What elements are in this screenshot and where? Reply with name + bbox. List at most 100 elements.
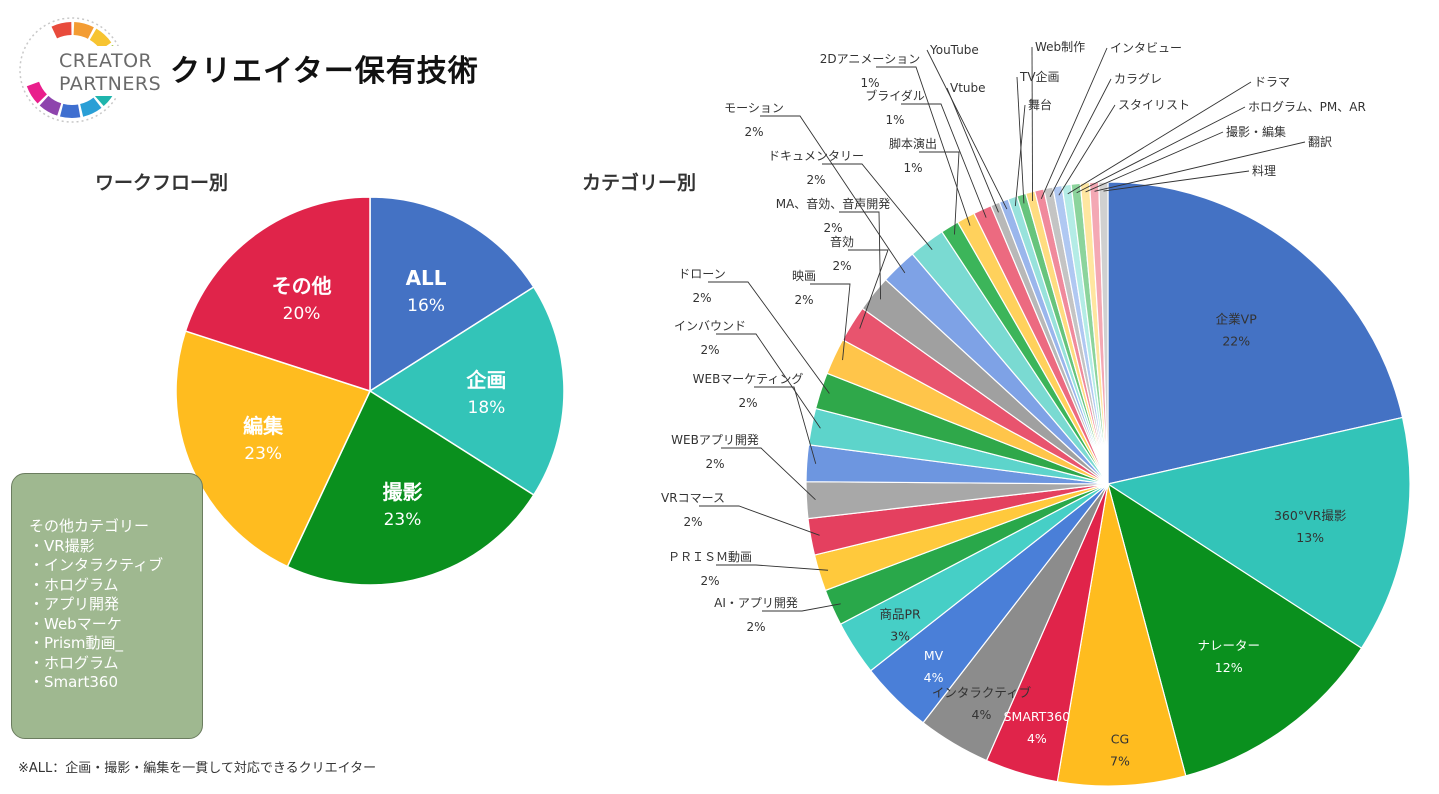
leader-line [708, 281, 830, 394]
pie-slice-percent: 2% [744, 125, 763, 139]
pie-slice-label: 舞台 [1028, 97, 1052, 112]
leader-line [754, 386, 817, 464]
pie-slice-label: インタラクティブ [932, 685, 1032, 700]
other-box-item: ・Webマーケ [29, 614, 122, 633]
pie-slice-percent: 2% [705, 457, 724, 471]
other-categories-box: その他カテゴリー ・VR撮影 ・インタラクティブ ・ホログラム ・アプリ開発 ・… [11, 473, 203, 739]
pie-slice-label: その他 [272, 274, 332, 298]
pie-slice-label: AI・アプリ開発 [714, 596, 798, 610]
logo-text-bg [52, 46, 162, 96]
pie-slice-percent: 2% [700, 343, 719, 357]
pie-slice-label: MV [924, 648, 944, 663]
pie-slice-percent: 18% [468, 398, 506, 418]
footnote: ※ALL：企画・撮影・編集を一貫して対応できるクリエイター [18, 761, 377, 776]
other-box-item: ・アプリ開発 [29, 595, 120, 613]
pie-slice-label: スタイリスト [1118, 98, 1190, 112]
leader-line [839, 211, 882, 300]
pie-slice-label: ホログラム、PM、AR [1248, 100, 1366, 114]
pie-slice-label: WEBアプリ開発 [671, 433, 759, 447]
pie-slice-label: 360°VR撮影 [1274, 508, 1347, 523]
pie-slice-label: インタビュー [1110, 41, 1182, 55]
pie-slice-percent: 2% [746, 620, 765, 634]
leader-line [1031, 46, 1033, 201]
leader-line [1103, 170, 1250, 192]
pie-slice-label: カラグレ [1114, 72, 1162, 86]
pie-slice-label: 編集 [243, 414, 284, 438]
pie-slice-label: Web制作 [1035, 40, 1085, 54]
pie-slice-label: ドキュメンタリー [768, 149, 864, 163]
pie-slice-percent: 3% [890, 629, 910, 644]
other-box-item: ・ホログラム [29, 575, 119, 594]
leader-line [822, 163, 933, 250]
pie-slice-percent: 12% [1215, 660, 1243, 675]
pie-slice [1107, 181, 1404, 485]
leader-line [1040, 47, 1108, 199]
other-box-item: ・Smart360 [29, 673, 119, 691]
pie-slice-label: ドラマ [1254, 75, 1290, 89]
pie-slice-label: ドローン [678, 267, 725, 281]
pie-slice-percent: 2% [738, 396, 757, 410]
logo-ring-segment [26, 81, 47, 104]
category-chart-title: カテゴリー別 [582, 172, 697, 194]
pie-slice-label: YouTube [929, 43, 979, 57]
pie-slice-label: ブライダル [865, 88, 925, 103]
leader-line [926, 49, 1008, 210]
leader-line [876, 66, 971, 226]
leader-line [1058, 104, 1116, 196]
pie-slice-label: ALL [406, 266, 447, 290]
logo-ring-segment [39, 95, 62, 116]
pie-slice-percent: 1% [885, 113, 904, 127]
pie-slice-label: 翻訳 [1308, 134, 1332, 149]
pie-slice-percent: 2% [692, 291, 711, 305]
pie-slice-label: TV企画 [1019, 69, 1060, 84]
pie-slice-percent: 16% [407, 296, 445, 316]
leader-line [716, 564, 829, 571]
pie-slice-label: CG [1111, 731, 1129, 746]
pie-slice-percent: 20% [283, 304, 321, 324]
pie-slice-label: 企画 [465, 368, 506, 392]
pie-slice-label: 2Dアニメーション [820, 52, 920, 66]
pie-slice-percent: 2% [683, 515, 702, 529]
workflow-chart-title: ワークフロー別 [95, 172, 229, 194]
other-box-item: ・ホログラム [29, 653, 119, 672]
pie-slice [369, 196, 535, 393]
pie-slice-percent: 2% [700, 574, 719, 588]
pie-slice-percent: 2% [794, 293, 813, 307]
pie-slice-percent: 7% [1110, 753, 1130, 768]
pie-slice-label: 企業VP [1216, 312, 1258, 327]
leader-line [1094, 141, 1306, 192]
other-box-title: その他カテゴリー [29, 517, 150, 535]
pie-slice [368, 286, 565, 496]
other-box-item: ・VR撮影 [29, 536, 95, 555]
leader-line [1076, 106, 1246, 194]
pie-slice-percent: 2% [832, 259, 851, 273]
pie-slice-label: MA、音効、音声開発 [776, 196, 891, 211]
leader-line [1014, 104, 1026, 207]
pie-slice [1107, 482, 1363, 777]
leader-line [901, 103, 987, 218]
pie-slice [1056, 483, 1187, 787]
leader-line [760, 115, 906, 274]
logo-ring-segment [89, 28, 112, 50]
pie-slice-label: WEBマーケティング [693, 372, 804, 386]
leader-line [716, 333, 821, 429]
pie-slice-percent: 4% [1027, 731, 1047, 746]
pie-slice-percent: 1% [903, 161, 922, 175]
pie-slice [286, 389, 535, 586]
pie-slice-percent: 4% [924, 670, 944, 685]
pie-slice-label: 映画 [792, 269, 816, 283]
logo-ring-segment [73, 22, 94, 39]
pie-slice-label: インバウンド [674, 319, 746, 333]
leader-line [699, 505, 820, 536]
pie-slice-label: 商品PR [880, 607, 922, 622]
pie-slice-label: ＰＲＩＳＭ動画 [668, 550, 752, 564]
leader-line [721, 447, 816, 501]
pie-slice-label: 音効 [830, 234, 854, 249]
logo-ring-segment [80, 97, 102, 117]
pie-slice-percent: 23% [384, 510, 422, 530]
leader-line [848, 249, 889, 329]
pie-slice-percent: 1% [860, 76, 879, 90]
